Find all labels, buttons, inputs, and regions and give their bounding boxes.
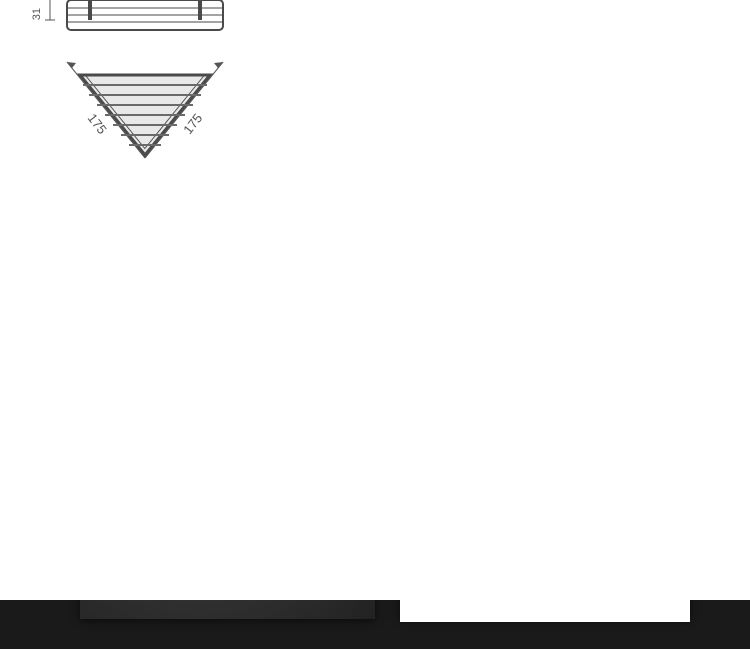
product1-section: 【型号】： KT811 【名称】： 三角双层铜篮 【材质】： 全铜 【表面工艺处…	[0, 0, 750, 230]
product1-drawing: 31 175 175	[0, 0, 750, 600]
triangle-basket-svg: 31 175 175	[5, 0, 285, 200]
product1-dim-panel: 31 175 175	[400, 0, 690, 200]
dim-height: 31	[31, 8, 43, 20]
